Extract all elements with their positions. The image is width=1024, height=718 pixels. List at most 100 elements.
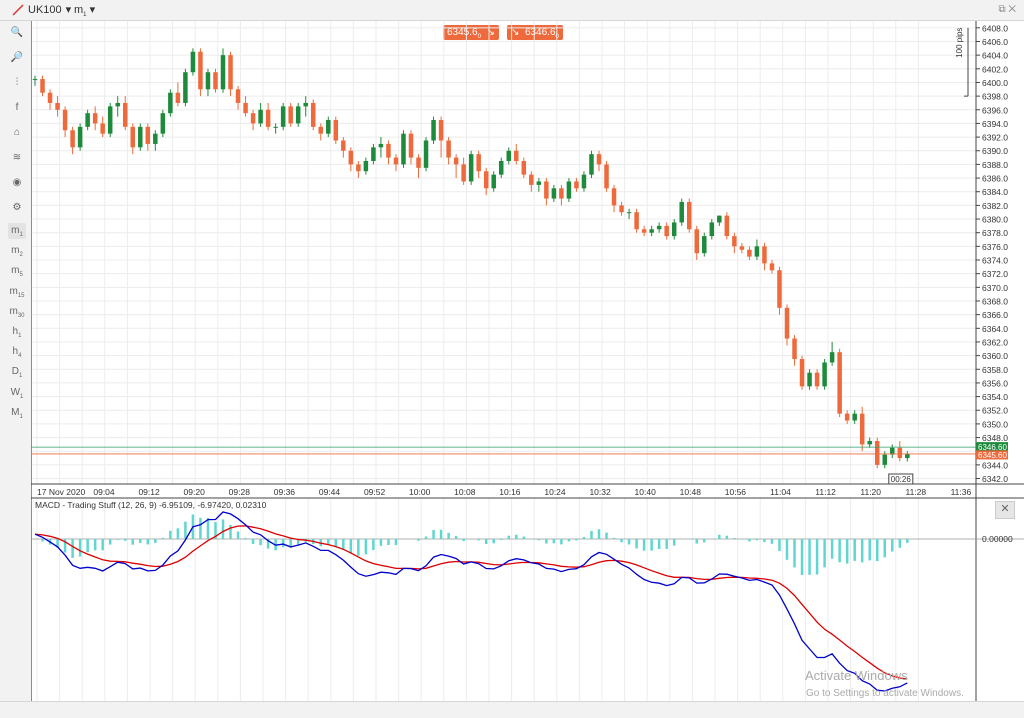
price-chart[interactable]: 6408.0 6406.0 6404.0 6402.0 6400.0 6398.0 6396… <box>31 21 1024 701</box>
candle-body <box>386 143 391 158</box>
candle-body <box>822 362 827 387</box>
candle-body <box>514 150 519 161</box>
horizontal-scrollbar[interactable] <box>0 701 1024 718</box>
x-tick-label: 11:04 <box>770 487 791 497</box>
candle-body <box>529 174 534 185</box>
candle-body <box>220 55 226 90</box>
y-tick-label: 6406.0 <box>982 37 1008 47</box>
layers-icon[interactable]: ≋ <box>12 152 22 163</box>
candle-body <box>679 201 684 223</box>
candle-body <box>401 133 406 165</box>
x-tick-label: 17 Nov 2020 <box>37 487 85 497</box>
timeframe-D1[interactable]: D1 <box>11 366 23 380</box>
candle-body <box>228 55 233 90</box>
eye-icon[interactable]: ◉ <box>12 177 22 188</box>
y-tick-label: 6344.0 <box>982 460 1008 470</box>
facebook-icon[interactable]: f <box>15 102 19 113</box>
sell-button[interactable]: 6345.60 ↘ <box>443 25 499 40</box>
candle-body <box>326 120 331 134</box>
x-tick-label: 11:36 <box>951 487 972 497</box>
y-tick-label: 6342.0 <box>982 474 1008 484</box>
candle-body <box>431 120 436 141</box>
timeframe-W1[interactable]: W1 <box>10 386 24 400</box>
y-tick-label: 6400.0 <box>982 78 1008 88</box>
symbol-selector[interactable]: UK100 ▾ <box>12 3 71 16</box>
candle-body <box>122 102 128 127</box>
zoom-in-icon[interactable]: 🔍 <box>10 27 24 38</box>
candle-body <box>446 140 451 158</box>
candle-body <box>874 440 880 465</box>
candle-body <box>709 222 715 237</box>
candle-body <box>168 92 173 114</box>
candle-body <box>213 72 218 90</box>
candle-body <box>664 225 669 237</box>
zoom-out-icon[interactable]: 🔎 <box>10 52 24 63</box>
timeframe-m2[interactable]: m2 <box>11 245 23 259</box>
x-tick-label: 09:20 <box>184 487 206 497</box>
y-tick-label: 6366.0 <box>982 310 1008 320</box>
close-indicator-button[interactable]: ✕ <box>995 501 1015 519</box>
x-tick-label: 10:40 <box>635 487 657 497</box>
y-tick-label: 6386.0 <box>982 174 1008 184</box>
candle-body <box>596 154 602 165</box>
timeframe-M1[interactable]: M1 <box>11 406 23 420</box>
x-tick-label: 09:52 <box>364 487 386 497</box>
candle-body <box>491 174 496 189</box>
watermark-subtitle: Go to Settings to activate Windows. <box>806 688 964 699</box>
candle-body <box>897 447 903 459</box>
sell-price: 6345.6 <box>447 27 478 38</box>
candle-body <box>468 154 474 182</box>
chevron-down-icon: ▾ <box>65 4 72 16</box>
draw-icon <box>12 3 24 16</box>
candle-body <box>130 126 136 148</box>
timeframe-h4[interactable]: h4 <box>12 346 22 360</box>
timeframe-m15[interactable]: m15 <box>9 285 25 299</box>
indicator-icon[interactable]: ⌂ <box>13 127 21 138</box>
candle-body <box>318 126 324 134</box>
macd-y-tick-label: 0.00000 <box>982 534 1013 544</box>
candle-body <box>100 123 105 134</box>
x-tick-label: 09:12 <box>138 487 160 497</box>
y-tick-label: 6402.0 <box>982 64 1008 74</box>
candle-body <box>807 372 812 387</box>
candle-body <box>717 215 722 223</box>
timeframe-h1[interactable]: h1 <box>12 326 22 339</box>
candle-body <box>408 133 414 158</box>
candle-body <box>47 92 53 103</box>
candle-body <box>32 79 38 81</box>
candle-body <box>641 229 647 233</box>
candle-body <box>799 359 805 387</box>
candle-body <box>85 113 90 127</box>
timeframe-selector[interactable]: m1 ▾ <box>74 4 96 19</box>
settings-icon[interactable]: ⚙ <box>12 202 22 213</box>
candle-body <box>333 120 339 141</box>
candle-body <box>423 140 429 168</box>
candle-body <box>619 205 624 213</box>
timeframe-label: m <box>74 4 84 16</box>
candle-body <box>671 222 677 237</box>
candle-body <box>739 246 745 250</box>
candle-body <box>77 126 83 148</box>
timeframe-m30[interactable]: m30 <box>9 305 25 319</box>
candle-body <box>777 270 782 308</box>
timeframe-m1[interactable]: m1 <box>8 223 26 239</box>
x-tick-label: 09:28 <box>229 487 251 497</box>
buy-price-tag <box>976 442 1008 452</box>
candle-body <box>416 157 421 168</box>
candle-body <box>190 51 196 73</box>
x-tick-label: 11:12 <box>815 487 836 497</box>
candle-body <box>461 164 466 182</box>
y-tick-label: 6354.0 <box>982 392 1008 402</box>
y-tick-label: 6378.0 <box>982 228 1008 238</box>
detach-icon[interactable]: ⧉ ✕ <box>998 4 1016 15</box>
toolbar: UK100 ▾ m1 ▾ ⧉ ✕ <box>0 0 1024 21</box>
sell-price-label: 6345.60 <box>978 451 1007 460</box>
x-tick-label: 09:04 <box>93 487 115 497</box>
timeframe-m5[interactable]: m5 <box>11 265 23 279</box>
countdown-box <box>888 473 914 485</box>
candles-icon[interactable]: ⫶ <box>15 77 19 88</box>
macd-title: MACD - Trading Stuff (12, 26, 9) -6.9510… <box>35 500 267 510</box>
candle-body <box>371 147 376 161</box>
symbol-label: UK100 <box>28 3 62 16</box>
candle-body <box>784 307 790 339</box>
